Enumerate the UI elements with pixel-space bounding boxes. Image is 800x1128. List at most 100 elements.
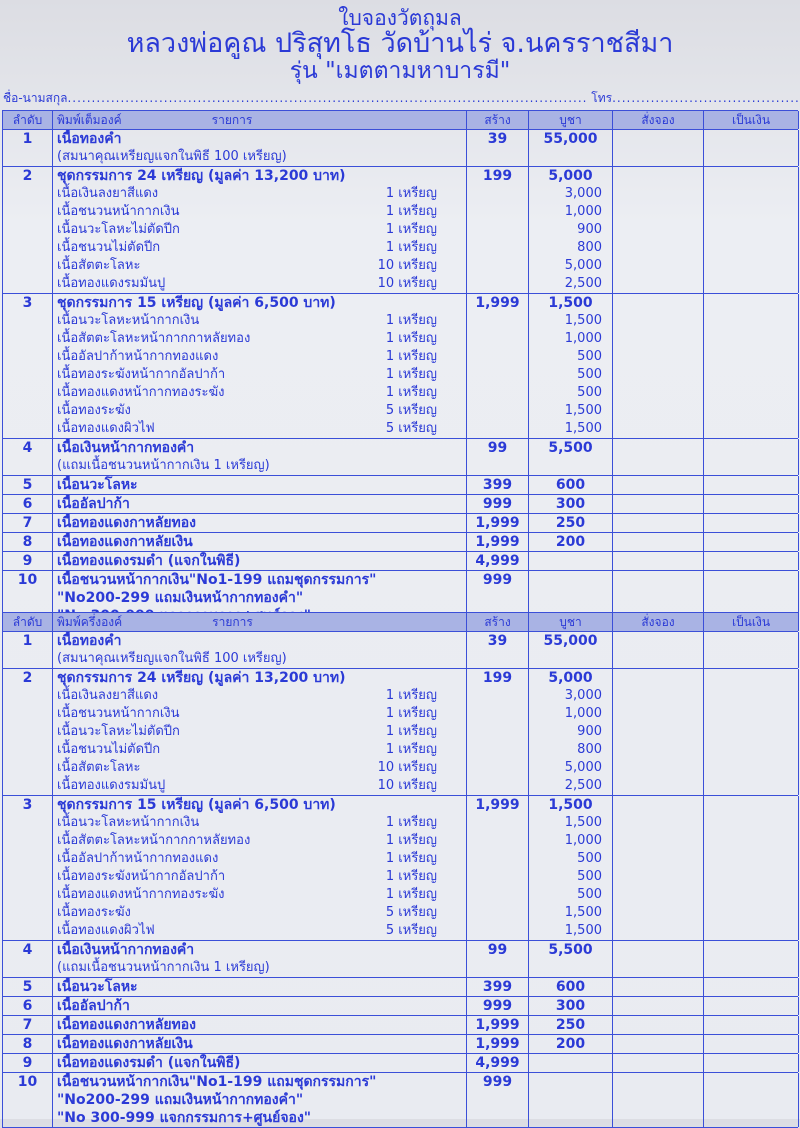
item-title: เนื้อชนวนหน้ากากเงิน"No1-199 แถมชุดกรรมก…	[57, 1074, 377, 1090]
amount-cell[interactable]	[704, 1073, 799, 1127]
table-row: 2 ชุดกรรมการ 24 เหรียญ (มูลค่า 13,200 บาท…	[2, 669, 799, 796]
amount-cell[interactable]	[704, 796, 799, 940]
subitem: เนื้อชนวนไม่ตัดปีก 1 เหรียญ	[57, 239, 466, 257]
amount-cell[interactable]	[704, 514, 799, 532]
item-number: 9	[3, 552, 53, 570]
item-note: (แถมเนื้อชนวนหน้ากากเงิน 1 เหรียญ)	[57, 458, 270, 473]
build-count: 1,999	[475, 534, 520, 550]
amount-cell[interactable]	[704, 632, 799, 668]
order-quantity-cell[interactable]	[613, 552, 704, 570]
item-number: 5	[3, 476, 53, 494]
item-number: 8	[3, 1035, 53, 1053]
build-count: 1,999	[475, 1036, 520, 1052]
item-no: 6	[22, 496, 33, 512]
item-description: เนื้อเงินหน้ากากทองคำ (แถมเนื้อชนวนหน้ากา…	[53, 439, 467, 475]
subitem: เนื้ออัลปาก้าหน้ากากทองแดง 1 เหรียญ	[57, 850, 466, 868]
subitem: เนื้อทองแดงหน้ากากทองระฆัง 1 เหรียญ	[57, 886, 466, 904]
item-no: 3	[22, 295, 33, 311]
item-price: 300	[555, 496, 586, 512]
order-quantity-cell[interactable]	[613, 1073, 704, 1127]
order-quantity-cell[interactable]	[613, 1035, 704, 1053]
subitem-name: เนื้อสัตตะโลหะหน้ากากกาหลัยทอง	[57, 331, 251, 346]
order-quantity-cell[interactable]	[613, 514, 704, 532]
item-number: 2	[3, 669, 53, 795]
order-quantity-cell[interactable]	[613, 571, 704, 625]
col-type-header: พิมพ์ครึ่งองค์	[57, 615, 123, 629]
order-quantity-cell[interactable]	[613, 1054, 704, 1072]
item-description: ชุดกรรมการ 24 เหรียญ (มูลค่า 13,200 บาท)…	[53, 167, 467, 293]
subitem-price: 3,000	[564, 186, 602, 201]
order-quantity-cell[interactable]	[613, 632, 704, 668]
amount-cell[interactable]	[704, 533, 799, 551]
item-title: เนื้อนวะโลหะ	[57, 979, 138, 995]
order-quantity-cell[interactable]	[613, 294, 704, 438]
order-quantity-cell[interactable]	[613, 495, 704, 513]
amount-cell[interactable]	[704, 130, 799, 166]
amount-cell[interactable]	[704, 167, 799, 293]
build-quantity: 39	[467, 130, 529, 166]
build-quantity: 39	[467, 632, 529, 668]
subitem-price: 1,500	[564, 313, 602, 328]
amount-cell[interactable]	[704, 1054, 799, 1072]
subitem-qty: 1 เหรียญ	[385, 331, 437, 346]
item-description: เนื้อนวะโลหะ	[53, 978, 467, 996]
build-quantity: 999	[467, 1073, 529, 1127]
item-price: 5,500	[548, 440, 593, 456]
subitem-qty: 10 เหรียญ	[377, 276, 437, 291]
order-quantity-cell[interactable]	[613, 130, 704, 166]
amount-cell[interactable]	[704, 997, 799, 1015]
order-quantity-cell[interactable]	[613, 533, 704, 551]
subitem-price: 500	[577, 851, 602, 866]
order-quantity-cell[interactable]	[613, 941, 704, 977]
subitem-name: เนื้อสัตตะโลหะหน้ากากกาหลัยทอง	[57, 833, 251, 848]
order-quantity-cell[interactable]	[613, 1016, 704, 1034]
item-number: 3	[3, 294, 53, 438]
item-no: 9	[22, 553, 33, 569]
phone-field[interactable]: ........................................…	[612, 91, 799, 105]
subitem-qty: 10 เหรียญ	[377, 760, 437, 775]
subitem-price: 500	[577, 385, 602, 400]
order-quantity-cell[interactable]	[613, 669, 704, 795]
build-count: 999	[482, 496, 513, 512]
order-quantity-cell[interactable]	[613, 439, 704, 475]
col-list-header: รายการ	[212, 615, 253, 629]
subitem-qty: 1 เหรียญ	[385, 385, 437, 400]
half-figure-order-table: ลำดับ พิมพ์ครึ่งองค์ รายการ สร้าง บูชา สั่งจอ…	[2, 612, 799, 1128]
series-title: รุ่น "เมตตามหาบารมี"	[289, 58, 511, 84]
subitem-qty: 1 เหรียญ	[385, 367, 437, 382]
table-row: 9 เนื้อทองแดงรมดำ (แจกในพิธี) 4,999	[2, 1054, 799, 1073]
build-quantity: 999	[467, 495, 529, 513]
subitem-price: 1,500	[564, 905, 602, 920]
amount-cell[interactable]	[704, 476, 799, 494]
subitem: เนื้อชนวนไม่ตัดปีก 1 เหรียญ	[57, 741, 466, 759]
subitem-price: 2,500	[564, 778, 602, 793]
amount-cell[interactable]	[704, 978, 799, 996]
name-field[interactable]: ........................................…	[67, 91, 588, 105]
subitem-name: เนื้อทองแดงผิวไฟ	[57, 421, 155, 436]
item-price: 55,000	[543, 131, 598, 147]
item-number: 7	[3, 1016, 53, 1034]
amount-cell[interactable]	[704, 941, 799, 977]
item-price: 1,500	[548, 797, 593, 813]
order-quantity-cell[interactable]	[613, 978, 704, 996]
subitem-qty: 1 เหรียญ	[385, 222, 437, 237]
item-title: เนื้อชนวนหน้ากากเงิน"No1-199 แถมชุดกรรมก…	[57, 572, 377, 588]
amount-cell[interactable]	[704, 1016, 799, 1034]
order-quantity-cell[interactable]	[613, 167, 704, 293]
order-quantity-cell[interactable]	[613, 997, 704, 1015]
price-cell: 300	[529, 997, 613, 1015]
subitem: เนื้อทองแดงผิวไฟ 5 เหรียญ	[57, 420, 466, 438]
amount-cell[interactable]	[704, 439, 799, 475]
subitem: เนื้อนวะโลหะหน้ากากเงิน 1 เหรียญ	[57, 814, 466, 832]
amount-cell[interactable]	[704, 495, 799, 513]
item-number: 1	[3, 130, 53, 166]
subitem-name: เนื้อชนวนไม่ตัดปีก	[57, 742, 161, 757]
amount-cell[interactable]	[704, 294, 799, 438]
amount-cell[interactable]	[704, 669, 799, 795]
order-quantity-cell[interactable]	[613, 476, 704, 494]
order-quantity-cell[interactable]	[613, 796, 704, 940]
amount-cell[interactable]	[704, 1035, 799, 1053]
amount-cell[interactable]	[704, 552, 799, 570]
subitem-name: เนื้อเงินลงยาสีแดง	[57, 688, 159, 703]
amount-cell[interactable]	[704, 571, 799, 625]
